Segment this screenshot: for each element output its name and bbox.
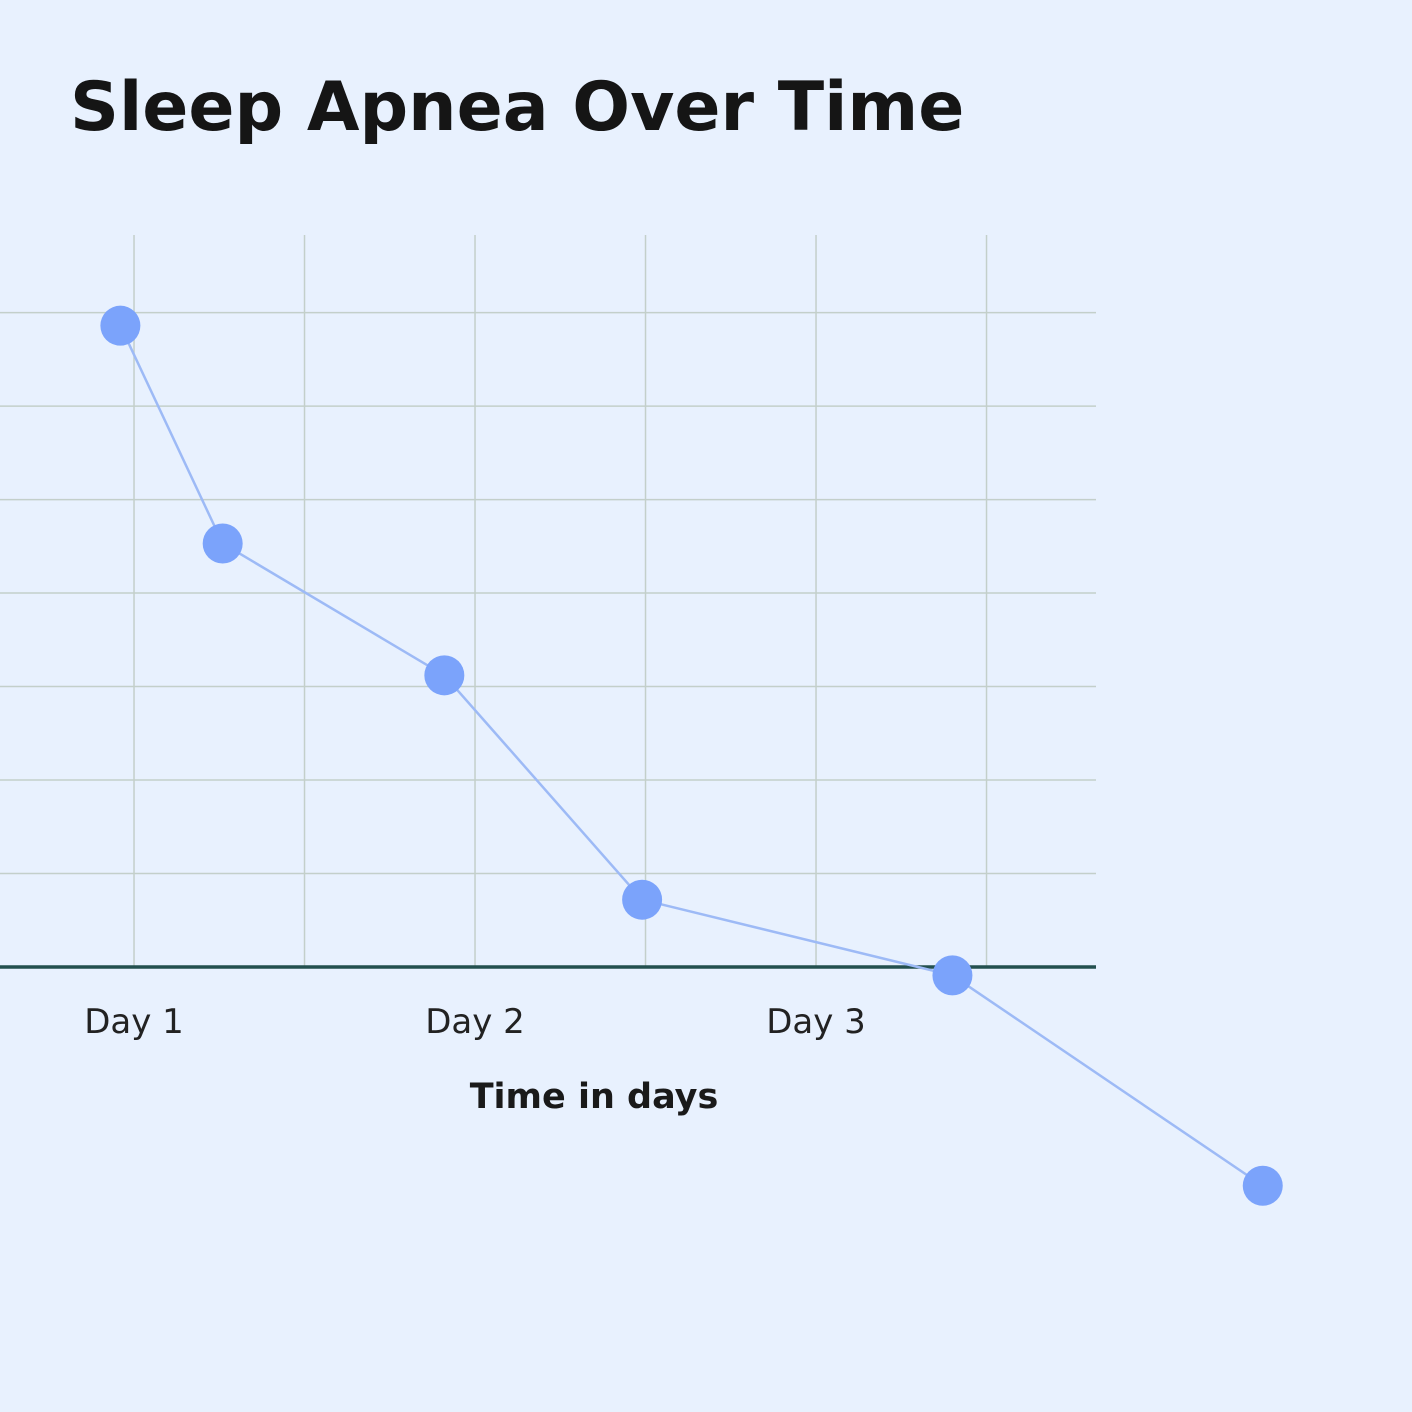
data-point <box>622 879 663 920</box>
x-tick-label: Day 3 <box>766 1002 866 1042</box>
data-point <box>202 523 243 564</box>
data-point <box>100 305 141 346</box>
data-point <box>424 655 465 696</box>
data-point <box>1242 1165 1283 1206</box>
x-axis-label: Time in days <box>470 1077 719 1117</box>
data-point <box>932 955 973 996</box>
data-line <box>119 325 1264 1187</box>
chart-title: Sleep Apnea Over Time <box>70 68 964 147</box>
x-tick-label: Day 2 <box>425 1002 525 1042</box>
x-tick-label: Day 1 <box>84 1002 184 1042</box>
